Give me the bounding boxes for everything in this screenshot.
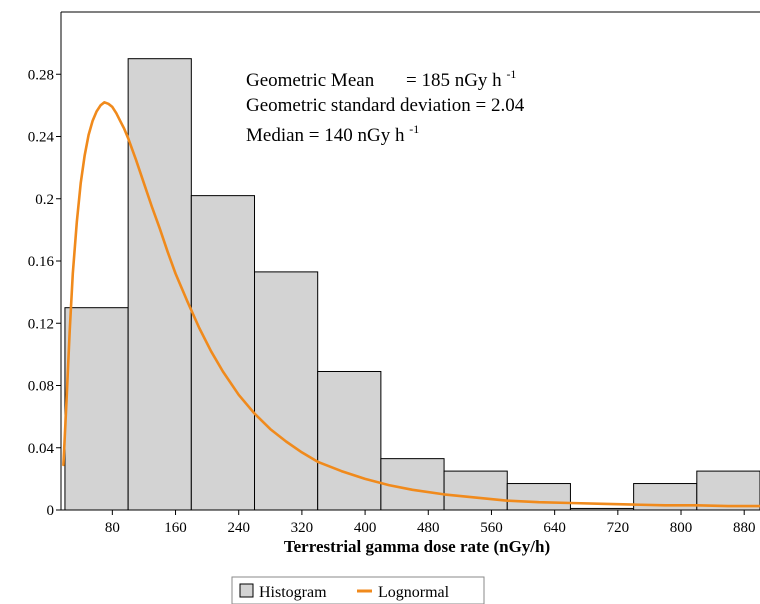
legend-histogram-label: Histogram [259,584,327,601]
annotation-geometric-sd: Geometric standard deviation = 2.04 [246,95,525,116]
histogram-bar-11 [696,470,760,511]
x-tick-label: 80 [105,520,120,536]
y-tick-label: 0.04 [28,441,55,457]
histogram-bar-5 [317,370,382,511]
x-axis-title: Terrestrial gamma dose rate (nGy/h) [284,537,550,556]
x-tick-label: 800 [670,520,693,536]
x-tick-label: 880 [733,520,756,536]
x-tick-label: 400 [354,520,377,536]
x-ticks: 80 160 240 320 400 480 560 640 720 800 880 [105,510,756,536]
lognormal-curve [62,101,760,508]
y-tick-label: 0.24 [28,130,55,146]
y-tick-label: 0.12 [28,316,54,332]
stats-annotation: Geometric Mean = 185 nGy h -1 Geometric … [246,67,525,146]
histogram-bar-3 [190,195,256,511]
y-tick-label: 0.2 [35,192,54,208]
lognormal-curve-layer [62,101,760,508]
x-tick-label: 720 [607,520,630,536]
x-tick-label: 160 [164,520,187,536]
y-tick-label: 0.16 [28,254,55,270]
annotation-median-text: Median = 140 nGy h [246,125,405,146]
y-tick-label: 0 [47,503,55,519]
annotation-geometric-mean: Geometric Mean = 185 nGy h -1 [246,67,516,91]
legend-lognormal-label: Lognormal [378,584,450,601]
x-tick-label: 480 [417,520,440,536]
histogram-bars [64,58,760,511]
x-tick-label: 640 [543,520,566,536]
y-tick-label: 0.28 [28,67,54,83]
histogram-bar-1 [64,307,129,511]
annotation-mean-unit-sup: -1 [506,67,516,81]
histogram-bar-4 [254,271,319,511]
legend-histogram-swatch [239,583,254,598]
y-tick-label: 0.08 [28,379,54,395]
histogram-bar-2 [127,58,192,511]
x-tick-label: 240 [227,520,250,536]
annotation-mean-value: = 185 nGy h [406,70,502,91]
y-ticks: 0 0.04 0.08 0.12 0.16 0.2 0.24 0.28 [28,67,61,519]
annotation-mean-label: Geometric Mean [246,70,375,91]
x-tick-label: 320 [291,520,314,536]
histogram-bar-8 [506,483,571,511]
x-tick-label: 560 [480,520,503,536]
histogram-bar-7 [443,470,508,511]
annotation-median-unit-sup: -1 [409,122,419,136]
legend: Histogram Lognormal [231,576,485,604]
annotation-median: Median = 140 nGy h -1 [246,122,419,146]
